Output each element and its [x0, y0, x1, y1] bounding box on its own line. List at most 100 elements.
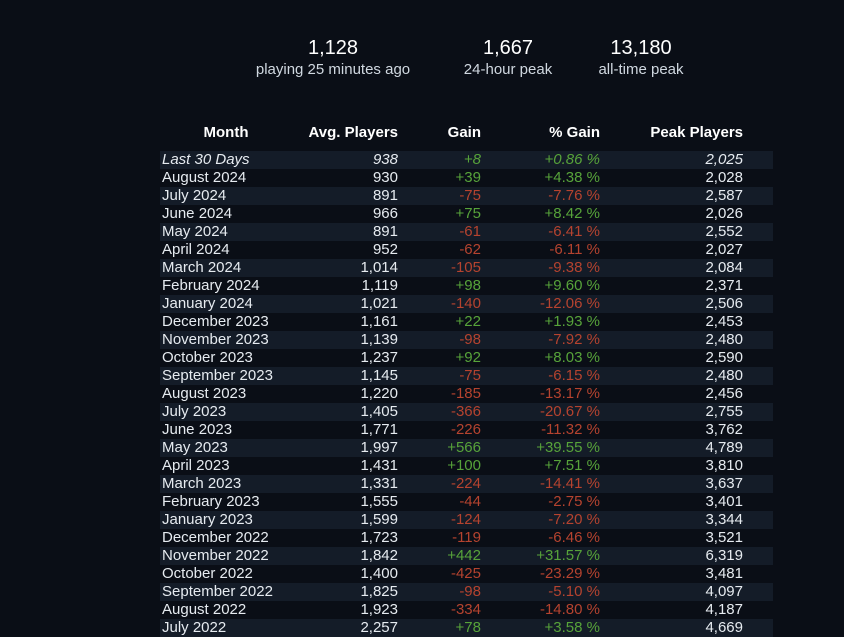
- table-row: August 2024 930 +39 +4.38 % 2,028: [160, 169, 773, 187]
- peak-players: 2,755: [705, 403, 743, 420]
- table-row: June 2023 1,771 -226 -11.32 % 3,762: [160, 421, 773, 439]
- gain: +100: [447, 457, 481, 474]
- peak-players: 4,187: [705, 601, 743, 618]
- peak-players: 2,453: [705, 313, 743, 330]
- peak-players: 3,637: [705, 475, 743, 492]
- month: December 2023: [162, 313, 269, 330]
- pct-gain: +31.57 %: [536, 547, 600, 564]
- table-row: November 2022 1,842 +442 +31.57 % 6,319: [160, 547, 773, 565]
- avg-players: 1,331: [360, 475, 398, 492]
- avg-players: 2,257: [360, 619, 398, 636]
- header-avg: Avg. Players: [308, 124, 399, 141]
- pct-gain: +8.03 %: [544, 349, 600, 366]
- table-row: May 2024 891 -61 -6.41 % 2,552: [160, 223, 773, 241]
- pct-gain: -6.15 %: [548, 367, 600, 384]
- avg-players: 1,405: [360, 403, 398, 420]
- peak-players: 2,084: [705, 259, 743, 276]
- avg-players: 891: [372, 187, 398, 204]
- pct-gain: -7.92 %: [548, 331, 600, 348]
- pct-gain: -23.29 %: [539, 565, 600, 582]
- peak-players: 3,481: [705, 565, 743, 582]
- stat-value: 1,128: [307, 37, 359, 59]
- gain: +75: [455, 205, 481, 222]
- gain: -124: [450, 511, 481, 528]
- header-gain: Gain: [447, 124, 481, 141]
- month: November 2023: [162, 331, 269, 348]
- month: July 2024: [162, 187, 227, 204]
- avg-players: 938: [372, 151, 398, 168]
- table-row: April 2023 1,431 +100 +7.51 % 3,810: [160, 457, 773, 475]
- month: May 2023: [162, 439, 228, 456]
- month: July 2023: [162, 403, 227, 420]
- table-row: December 2022 1,723 -119 -6.46 % 3,521: [160, 529, 773, 547]
- table-row: July 2022 2,257 +78 +3.58 % 4,669: [160, 619, 773, 637]
- gain: -119: [452, 529, 481, 546]
- pct-gain: -7.76 %: [548, 187, 600, 204]
- gain: -75: [459, 187, 481, 204]
- table-row: September 2023 1,145 -75 -6.15 % 2,480: [160, 367, 773, 385]
- pct-gain: +0.86 %: [544, 151, 600, 168]
- avg-players: 1,021: [360, 295, 398, 312]
- avg-players: 1,431: [360, 457, 398, 474]
- gain: -98: [459, 583, 481, 600]
- gain: -61: [459, 223, 481, 240]
- gain: -226: [450, 421, 481, 438]
- table-row: February 2023 1,555 -44 -2.75 % 3,401: [160, 493, 773, 511]
- peak-players: 2,506: [705, 295, 743, 312]
- peak-players: 2,025: [705, 151, 743, 168]
- avg-players: 1,161: [360, 313, 398, 330]
- pct-gain: -20.67 %: [539, 403, 600, 420]
- avg-players: 1,599: [360, 511, 398, 528]
- stat-current: 1,128 playing 25 minutes ago: [233, 36, 433, 80]
- pct-gain: +39.55 %: [536, 439, 600, 456]
- month: August 2022: [162, 601, 247, 618]
- pct-gain: +1.93 %: [544, 313, 600, 330]
- pct-gain: +4.38 %: [544, 169, 600, 186]
- avg-players: 1,555: [360, 493, 398, 510]
- table-row: November 2023 1,139 -98 -7.92 % 2,480: [160, 331, 773, 349]
- peak-players: 2,028: [705, 169, 743, 186]
- avg-players: 1,220: [360, 385, 398, 402]
- pct-gain: -6.46 %: [548, 529, 600, 546]
- pct-gain: -14.80 %: [539, 601, 600, 618]
- peak-players: 2,480: [705, 331, 743, 348]
- gain: -224: [450, 475, 481, 492]
- month: April 2023: [162, 457, 230, 474]
- peak-players: 4,669: [705, 619, 743, 636]
- month: January 2023: [162, 511, 253, 528]
- avg-players: 891: [372, 223, 398, 240]
- pct-gain: -12.06 %: [539, 295, 600, 312]
- peak-players: 2,026: [705, 205, 743, 222]
- pct-gain: -5.10 %: [548, 583, 600, 600]
- pct-gain: +9.60 %: [544, 277, 600, 294]
- gain: -140: [450, 295, 481, 312]
- table-row: March 2023 1,331 -224 -14.41 % 3,637: [160, 475, 773, 493]
- pct-gain: -2.75 %: [548, 493, 600, 510]
- month: March 2023: [162, 475, 242, 492]
- pct-gain: +8.42 %: [544, 205, 600, 222]
- avg-players: 952: [372, 241, 398, 258]
- gain: +98: [455, 277, 481, 294]
- table-row: December 2023 1,161 +22 +1.93 % 2,453: [160, 313, 773, 331]
- stat-value: 13,180: [610, 37, 672, 59]
- table-row: June 2024 966 +75 +8.42 % 2,026: [160, 205, 773, 223]
- table-row: October 2023 1,237 +92 +8.03 % 2,590: [160, 349, 773, 367]
- pct-gain: -13.17 %: [539, 385, 600, 402]
- gain: +22: [455, 313, 481, 330]
- month: June 2023: [162, 421, 233, 438]
- gain: -44: [459, 493, 481, 510]
- stat-label: 24-hour peak: [463, 61, 553, 78]
- peak-players: 3,344: [705, 511, 743, 528]
- peak-players: 2,456: [705, 385, 743, 402]
- pct-gain: -14.41 %: [539, 475, 600, 492]
- table-row: Last 30 Days 938 +8 +0.86 % 2,025: [160, 151, 773, 169]
- pct-gain: +7.51 %: [544, 457, 600, 474]
- table-row: August 2022 1,923 -334 -14.80 % 4,187: [160, 601, 773, 619]
- avg-players: 1,771: [360, 421, 398, 438]
- gain: -185: [450, 385, 481, 402]
- header-month: Month: [203, 124, 249, 141]
- header-peak: Peak Players: [650, 124, 743, 141]
- gain: -366: [450, 403, 481, 420]
- month: June 2024: [162, 205, 233, 222]
